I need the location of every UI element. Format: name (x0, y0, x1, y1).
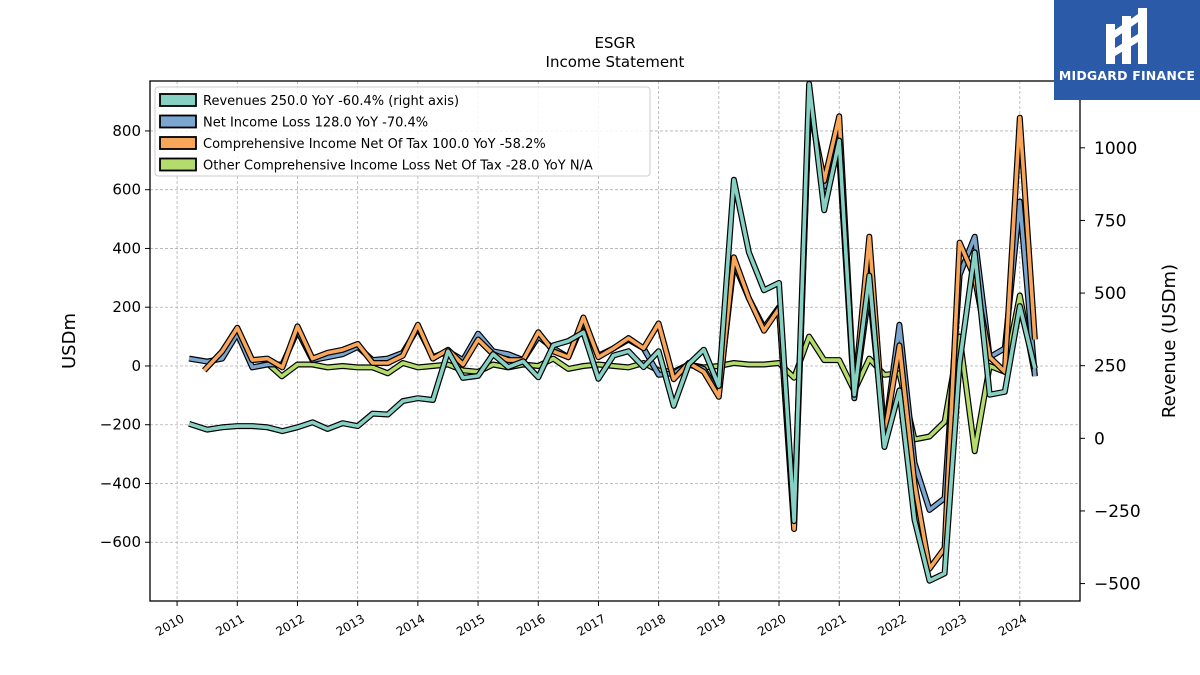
series-3 (188, 80, 1038, 584)
x-tick-label: 2014 (394, 611, 427, 638)
left-tick-label: 400 (112, 239, 141, 257)
plot-frame (149, 80, 1081, 602)
left-tick-label: −400 (100, 474, 141, 492)
legend-item: Revenues 250.0 YoY -60.4% (right axis) (159, 93, 459, 109)
x-tick-label: 2011 (213, 611, 246, 638)
x-axis-ticks: 2010 2011 2012 2013 2014 2015 2016 2017 2018 2019… (153, 601, 1029, 639)
midgard-finance-logo: MIDGARD FINANCE (1054, 0, 1200, 100)
series-2 (202, 101, 1038, 572)
legend-label: Comprehensive Income Net Of Tax 100.0 Yo… (203, 137, 546, 152)
x-tick-label: 2012 (274, 611, 307, 638)
right-tick-label: 750 (1094, 211, 1126, 231)
legend-swatch (159, 93, 197, 107)
right-tick-label: 250 (1094, 357, 1126, 377)
right-tick-label: 1000 (1094, 139, 1137, 159)
legend-box (154, 86, 651, 177)
legend: Revenues 250.0 YoY -60.4% (right axis) Ne… (154, 86, 651, 177)
x-tick-label: 2021 (815, 611, 848, 638)
x-tick-label: 2023 (936, 611, 969, 638)
right-tick-label: 0 (1094, 429, 1105, 449)
right-tick-label: −250 (1094, 502, 1141, 522)
left-tick-label: 800 (112, 122, 141, 140)
legend-swatch (159, 157, 197, 172)
x-tick-label: 2018 (635, 611, 668, 638)
x-tick-label: 2016 (514, 611, 547, 638)
right-tick-label: 500 (1094, 284, 1126, 304)
series-lines (188, 80, 1038, 584)
series-line-outline (261, 292, 1038, 455)
x-tick-label: 2022 (875, 611, 908, 638)
x-tick-label: 2015 (454, 611, 487, 638)
left-tick-label: 600 (112, 181, 141, 199)
legend-swatch (159, 136, 197, 150)
x-tick-label: 2020 (755, 611, 788, 638)
chart-subtitle: Income Statement (546, 53, 685, 71)
legend-item: Other Comprehensive Income Loss Net Of T… (159, 157, 593, 174)
series-0 (261, 292, 1038, 455)
left-tick-label: 0 (131, 357, 141, 375)
legend-label: Net Income Loss 128.0 YoY -70.4% (203, 116, 428, 131)
series-line (202, 102, 1037, 571)
x-tick-label: 2010 (153, 611, 186, 638)
legend-item: Comprehensive Income Net Of Tax 100.0 Yo… (159, 136, 546, 152)
x-tick-label: 2017 (574, 611, 607, 638)
left-axis-ticks: −600 −400 −200 0 200 400 600 800 (100, 122, 150, 551)
right-axis-ticks: −500−250025050075010001250 (1080, 66, 1141, 595)
legend-swatch (159, 114, 197, 129)
series-line (188, 82, 1037, 583)
x-tick-label: 2019 (695, 611, 728, 638)
left-tick-label: 200 (112, 298, 141, 316)
legend-item: Net Income Loss 128.0 YoY -70.4% (159, 114, 428, 131)
x-tick-label: 2013 (334, 611, 367, 638)
logo-mark-icon (1106, 8, 1147, 64)
legend-label: Revenues 250.0 YoY -60.4% (right axis) (203, 94, 459, 109)
right-axis-label: Revenue (USDm) (1159, 264, 1180, 418)
chart-title: ESGR (594, 34, 635, 52)
x-tick-label: 2024 (996, 611, 1029, 638)
left-tick-label: −600 (100, 533, 141, 551)
left-axis-label: USDm (59, 313, 80, 369)
legend-label: Other Comprehensive Income Loss Net Of T… (203, 159, 593, 174)
right-tick-label: −500 (1094, 575, 1141, 595)
left-tick-label: −200 (100, 416, 141, 434)
series-line (262, 293, 1037, 453)
logo-text: MIDGARD FINANCE (1058, 68, 1196, 83)
